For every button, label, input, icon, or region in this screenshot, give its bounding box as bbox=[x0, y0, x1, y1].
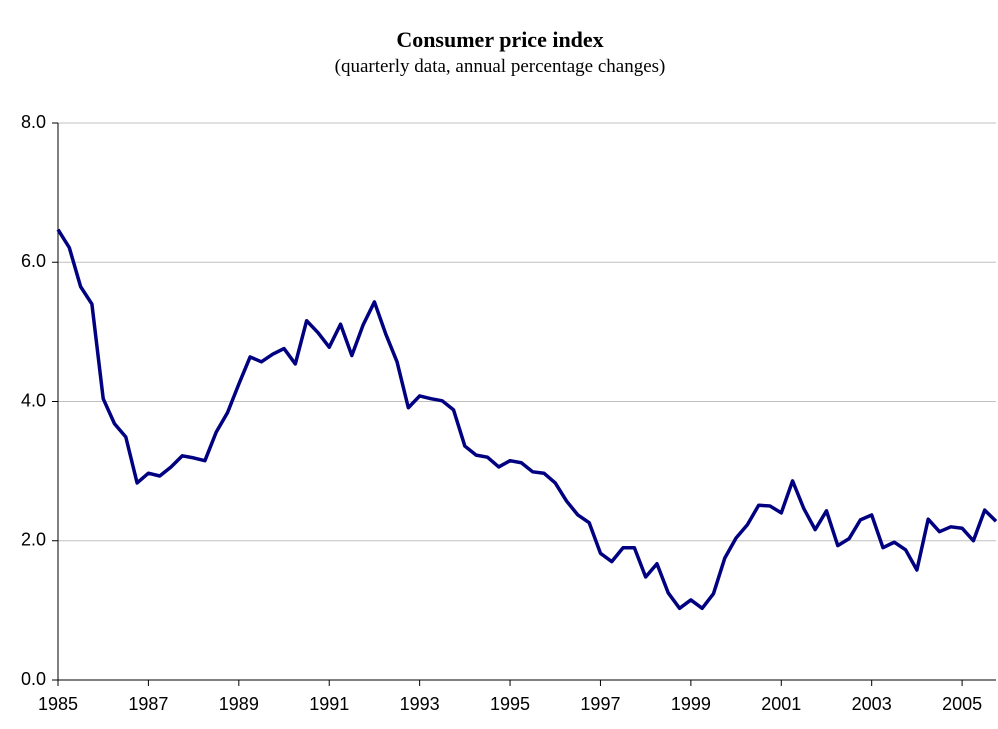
y-tick-label: 2.0 bbox=[21, 530, 46, 550]
x-tick-label: 1989 bbox=[219, 694, 259, 714]
x-tick-label: 2001 bbox=[761, 694, 801, 714]
x-tick-label: 1997 bbox=[580, 694, 620, 714]
x-tick-label: 1987 bbox=[128, 694, 168, 714]
x-tick-label: 1999 bbox=[671, 694, 711, 714]
y-tick-label: 6.0 bbox=[21, 251, 46, 271]
x-tick-label: 1993 bbox=[400, 694, 440, 714]
chart-subtitle: (quarterly data, annual percentage chang… bbox=[335, 56, 666, 77]
line-series bbox=[56, 228, 998, 611]
y-tick-label: 0.0 bbox=[21, 669, 46, 689]
x-tick-label: 2005 bbox=[942, 694, 982, 714]
x-tick-label: 1991 bbox=[309, 694, 349, 714]
x-tick-label: 1995 bbox=[490, 694, 530, 714]
y-tick-label: 4.0 bbox=[21, 390, 46, 410]
y-tick-label: 8.0 bbox=[21, 112, 46, 132]
chart-title: Consumer price index bbox=[396, 27, 603, 52]
x-tick-label: 1985 bbox=[38, 694, 78, 714]
x-tick-label: 2003 bbox=[852, 694, 892, 714]
